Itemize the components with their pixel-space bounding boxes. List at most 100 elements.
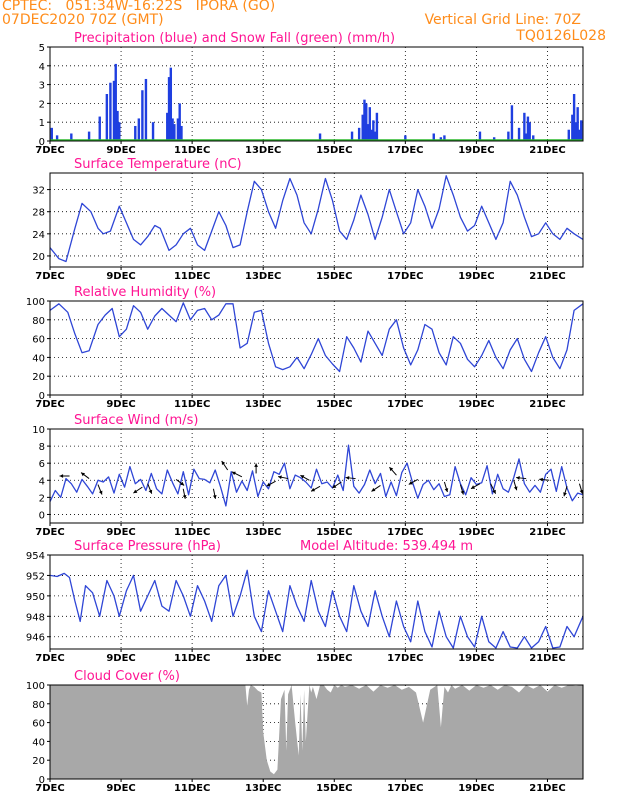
cloud-xtick-label: 19DEC xyxy=(458,783,494,794)
precip-bar xyxy=(370,129,373,141)
precip-bar xyxy=(373,131,377,141)
run-time: 07DEC2020 70Z (GMT) xyxy=(2,12,164,28)
cloud-xtick-label: 13DEC xyxy=(245,783,281,794)
precip-bar xyxy=(528,122,531,141)
precip-xtick-label: 19DEC xyxy=(458,145,494,156)
temperature-ytick-label: 24 xyxy=(32,230,45,241)
wind-xtick-label: 17DEC xyxy=(387,527,423,538)
wind-ytick-label: 6 xyxy=(39,459,45,470)
wind-arrow-head xyxy=(345,476,350,480)
temperature-frame xyxy=(49,172,584,268)
temperature-xtick-label: 13DEC xyxy=(245,271,281,282)
humidity-xtick-label: 19DEC xyxy=(458,399,494,410)
precip-bar xyxy=(134,125,137,141)
humidity-line xyxy=(49,302,584,373)
precip-bar xyxy=(571,114,574,141)
precip-bar xyxy=(169,67,173,141)
wind-arrow-head xyxy=(513,486,518,491)
temperature-xtick-label: 17DEC xyxy=(387,271,423,282)
humidity-xtick-label: 17DEC xyxy=(387,399,423,410)
wind-arrow-head xyxy=(221,461,226,465)
humidity-xtick-label: 15DEC xyxy=(316,399,352,410)
precip-xtick-label: 11DEC xyxy=(174,145,210,156)
wind-arrow-head xyxy=(212,495,217,499)
wind-arrow-head xyxy=(98,490,103,495)
precip-bar xyxy=(151,122,155,141)
precip-bar xyxy=(523,112,526,141)
precip-bar xyxy=(368,107,371,141)
wind-xtick-label: 19DEC xyxy=(458,527,494,538)
wind-xtick-label: 7DEC xyxy=(35,527,64,538)
precip-bar xyxy=(580,120,583,141)
wind-arrow-head xyxy=(300,475,305,479)
pressure-xtick-label: 13DEC xyxy=(245,653,281,664)
precip-bar xyxy=(116,110,119,141)
humidity-ytick-label: 80 xyxy=(32,316,45,327)
cloud-xtick-label: 17DEC xyxy=(387,783,423,794)
precip-bar xyxy=(114,63,117,141)
precip-bar xyxy=(166,112,169,141)
pressure-title: Surface Pressure (hPa) xyxy=(74,539,221,554)
precip-bar xyxy=(443,135,446,141)
wind-arrow-head xyxy=(492,489,496,494)
precip-xtick-label: 21DEC xyxy=(529,145,565,156)
precip-bar xyxy=(118,122,121,141)
humidity-ytick-label: 60 xyxy=(32,335,45,346)
pressure-annotation: Model Altitude: 539.494 m xyxy=(300,539,473,554)
humidity-ytick-label: 40 xyxy=(32,353,45,364)
cloud-xtick-label: 11DEC xyxy=(174,783,210,794)
temperature-ytick-label: 20 xyxy=(32,252,45,263)
temperature-xtick-label: 11DEC xyxy=(174,271,210,282)
precip-xtick-label: 13DEC xyxy=(245,145,281,156)
wind-arrow-head xyxy=(460,490,465,495)
wind-arrow-head xyxy=(516,476,520,480)
precip-bar xyxy=(572,94,576,141)
temperature-xtick-label: 21DEC xyxy=(529,271,565,282)
wind-ytick-label: 10 xyxy=(32,425,45,436)
cloud-panel xyxy=(47,684,584,782)
temperature-ytick-label: 32 xyxy=(32,186,45,197)
wind-arrow-head xyxy=(389,467,394,472)
precip-bar xyxy=(578,129,581,141)
wind-xtick-label: 13DEC xyxy=(245,527,281,538)
precip-xtick-label: 9DEC xyxy=(106,145,135,156)
wind-arrow-head xyxy=(563,492,567,497)
precip-bar xyxy=(173,124,176,141)
wind-frame xyxy=(49,428,584,524)
precip-bar xyxy=(144,78,148,141)
precip-ytick-label: 1 xyxy=(39,118,45,129)
precip-bar xyxy=(357,127,361,141)
precip-xtick-label: 7DEC xyxy=(35,145,64,156)
precip-bar xyxy=(105,94,109,141)
pressure-frame xyxy=(49,554,584,650)
wind-arrow-head xyxy=(182,495,187,499)
station-header: CPTEC: 051:34W-16:22S IPORA (GO) xyxy=(2,0,276,14)
precip-bar xyxy=(87,131,91,141)
wind-ytick-label: 0 xyxy=(39,510,45,521)
precip-bar xyxy=(55,135,59,141)
precip-bar xyxy=(318,133,322,141)
precip-bar xyxy=(526,116,530,141)
temperature-line xyxy=(49,175,584,263)
precip-xtick-label: 17DEC xyxy=(387,145,423,156)
humidity-frame xyxy=(49,300,584,396)
precip-bar xyxy=(112,80,116,141)
temperature-xtick-label: 19DEC xyxy=(458,271,494,282)
precip-ytick-label: 2 xyxy=(39,99,45,110)
precip-bar xyxy=(375,112,379,141)
precip-bar xyxy=(492,137,496,141)
precip-bar xyxy=(167,77,171,141)
wind-line xyxy=(49,444,584,507)
wind-xtick-label: 11DEC xyxy=(174,527,210,538)
humidity-ytick-label: 100 xyxy=(26,297,45,308)
precip-bar xyxy=(70,133,73,141)
wind-ytick-label: 4 xyxy=(39,476,45,487)
cloud-xtick-label: 21DEC xyxy=(529,783,565,794)
wind-arrow-head xyxy=(254,463,258,467)
wind-xtick-label: 21DEC xyxy=(529,527,565,538)
precip-bar xyxy=(510,105,514,141)
wind-arrow-head xyxy=(59,474,64,478)
precip-bar xyxy=(432,133,435,141)
pressure-ytick-label: 946 xyxy=(26,633,45,644)
